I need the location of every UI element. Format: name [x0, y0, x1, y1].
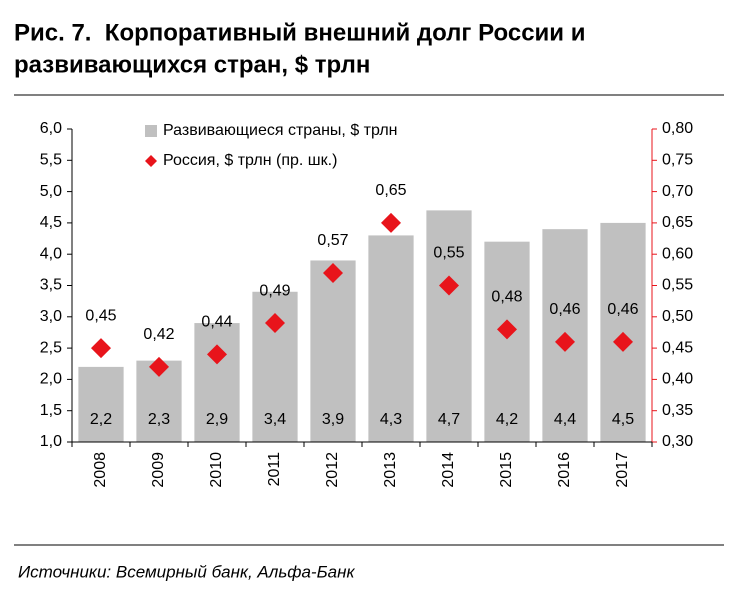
y-tick-label: 3,0 [40, 308, 62, 325]
point-value-label: 0,57 [317, 232, 348, 249]
x-tick-label: 2013 [382, 452, 399, 488]
bar-value-label: 4,3 [380, 411, 402, 428]
point-value-label: 0,46 [607, 301, 638, 318]
bar [368, 235, 414, 442]
point-value-label: 0,49 [259, 282, 290, 299]
bar-value-label: 2,3 [148, 411, 170, 428]
y2-tick-label: 0,50 [662, 308, 693, 325]
y2-tick-label: 0,65 [662, 214, 693, 231]
point-value-label: 0,44 [201, 314, 232, 331]
diamond-marker [207, 344, 227, 365]
y-tick-label: 3,5 [40, 277, 62, 294]
bar-value-label: 4,5 [612, 411, 634, 428]
bar-value-label: 4,7 [438, 411, 460, 428]
legend-swatch [145, 155, 157, 167]
diamond-marker [613, 331, 633, 352]
legend-label: Россия, $ трлн (пр. шк.) [163, 152, 337, 169]
x-tick-label: 2008 [92, 452, 109, 488]
diamond-marker [439, 275, 459, 296]
y-tick-label: 1,5 [40, 402, 62, 419]
bar [426, 210, 472, 442]
y2-tick-label: 0,35 [662, 402, 693, 419]
x-tick-label: 2017 [614, 452, 631, 488]
bar-value-label: 4,2 [496, 411, 518, 428]
y-tick-label: 5,0 [40, 183, 62, 200]
y2-tick-label: 0,45 [662, 339, 693, 356]
bar [78, 366, 124, 442]
diamond-marker [497, 319, 517, 340]
bar [484, 241, 530, 442]
bar [310, 260, 356, 442]
point-value-label: 0,42 [143, 326, 174, 343]
diamond-marker [555, 331, 575, 352]
bar-value-label: 3,9 [322, 411, 344, 428]
y2-tick-label: 0,30 [662, 433, 693, 450]
bar-value-label: 3,4 [264, 411, 286, 428]
source-note: Источники: Всемирный банк, Альфа-Банк [18, 562, 355, 581]
chart-title: Рис. 7. Корпоративный внешний долг Росси… [14, 19, 585, 46]
x-tick-label: 2011 [266, 452, 283, 487]
diamond-marker [149, 356, 169, 377]
x-tick-label: 2010 [208, 452, 225, 488]
y2-tick-label: 0,80 [662, 120, 693, 137]
diamond-marker [265, 313, 285, 334]
x-tick-label: 2014 [440, 452, 457, 488]
x-tick-label: 2016 [556, 452, 573, 488]
y2-tick-label: 0,70 [662, 183, 693, 200]
bar-value-label: 2,2 [90, 411, 112, 428]
x-tick-label: 2015 [498, 452, 515, 488]
y-tick-label: 6,0 [40, 120, 62, 137]
diamond-marker [323, 262, 343, 283]
legend-label: Развивающиеся страны, $ трлн [163, 122, 398, 139]
point-value-label: 0,65 [375, 182, 406, 199]
bar [194, 323, 240, 442]
point-value-label: 0,48 [491, 289, 522, 306]
y-tick-label: 5,5 [40, 152, 62, 169]
y-tick-label: 4,5 [40, 214, 62, 231]
diamond-marker [91, 338, 111, 359]
y-tick-label: 2,0 [40, 371, 62, 388]
point-value-label: 0,55 [433, 245, 464, 262]
y2-tick-label: 0,75 [662, 152, 693, 169]
y-tick-label: 2,5 [40, 339, 62, 356]
legend-swatch [145, 125, 157, 137]
bar-value-label: 4,4 [554, 411, 576, 428]
x-tick-label: 2009 [150, 452, 167, 488]
point-value-label: 0,46 [549, 301, 580, 318]
chart-title: развивающихся стран, $ трлн [14, 51, 370, 78]
diamond-marker [381, 212, 401, 233]
y-tick-label: 4,0 [40, 245, 62, 262]
point-value-label: 0,45 [85, 307, 116, 324]
y2-tick-label: 0,40 [662, 371, 693, 388]
y-tick-label: 1,0 [40, 433, 62, 450]
x-tick-label: 2012 [324, 452, 341, 488]
y2-tick-label: 0,55 [662, 277, 693, 294]
y2-tick-label: 0,60 [662, 245, 693, 262]
bar-value-label: 2,9 [206, 411, 228, 428]
